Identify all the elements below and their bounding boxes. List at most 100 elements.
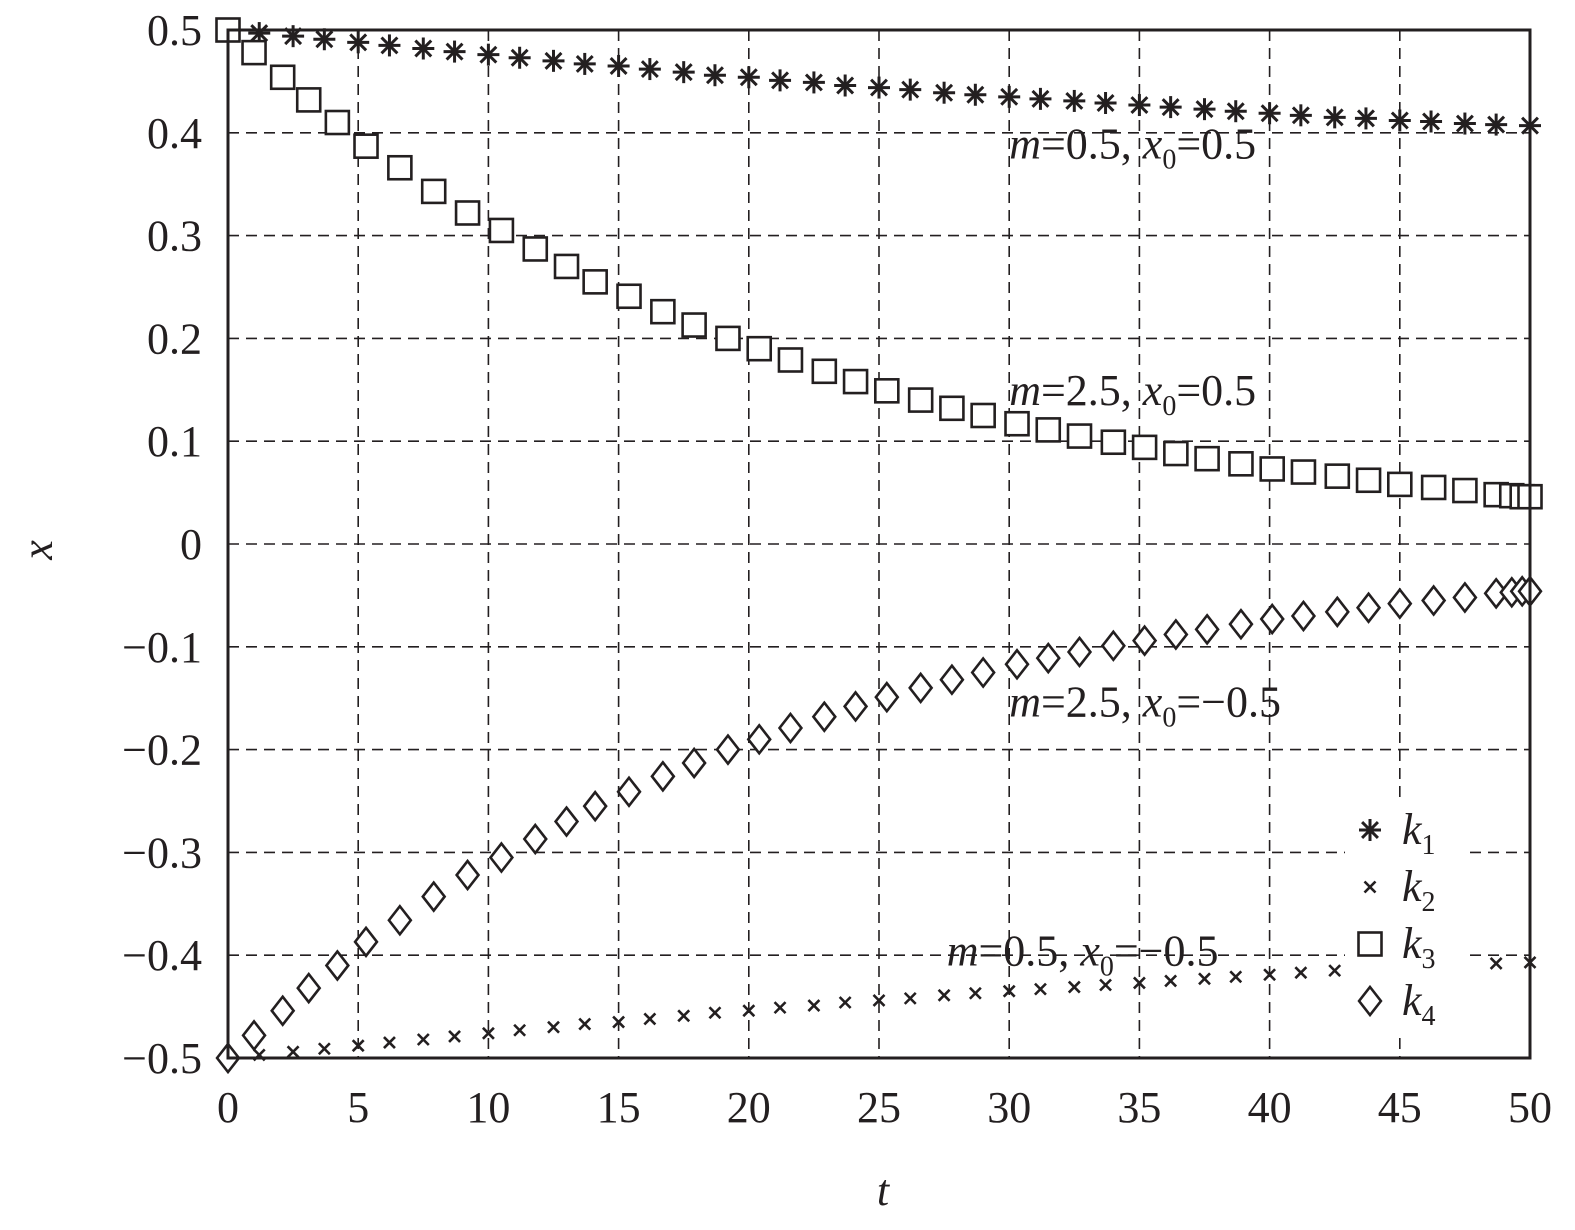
data-point-k4	[1066, 635, 1093, 669]
data-point-k3	[907, 387, 934, 413]
data-point-k3	[681, 312, 707, 338]
data-point-k1	[1063, 89, 1086, 112]
grid	[228, 30, 1530, 1058]
data-point-k4	[1035, 641, 1061, 675]
data-point-k2	[351, 1039, 365, 1053]
y-axis-label: x	[13, 540, 62, 561]
data-point-k1	[1354, 107, 1377, 130]
data-point-k3	[1452, 477, 1478, 504]
data-point-k3	[1324, 463, 1351, 489]
data-point-k2	[612, 1015, 626, 1029]
data-point-k3	[295, 87, 322, 113]
data-point-k2	[872, 994, 886, 1007]
data-point-k3	[1066, 423, 1093, 449]
y-tick-label: 0.2	[147, 314, 202, 363]
data-point-k2	[513, 1023, 527, 1037]
data-point-k4	[387, 904, 413, 937]
data-point-k3	[1355, 467, 1382, 494]
data-point-k4	[1228, 608, 1254, 641]
data-point-k3	[387, 154, 413, 181]
data-point-k3	[715, 325, 741, 352]
data-point-k1	[347, 31, 370, 54]
data-point-k4	[1324, 595, 1350, 628]
data-point-k1	[1094, 91, 1117, 114]
data-point-k3	[842, 368, 869, 395]
data-point-k2	[708, 1006, 722, 1020]
data-point-k2	[416, 1033, 430, 1046]
data-point-k4	[1387, 587, 1413, 620]
data-point-k1	[1029, 87, 1052, 110]
data-point-k4	[1100, 629, 1126, 662]
data-point-k2	[968, 986, 982, 1000]
data-point-k4	[681, 746, 707, 780]
annotation-2: m=2.5, x0=−0.5	[1009, 678, 1281, 734]
data-point-k3	[1194, 445, 1220, 472]
data-point-k4	[522, 822, 548, 856]
data-point-k3	[746, 335, 773, 362]
data-point-k4	[296, 971, 322, 1005]
data-point-k4	[874, 681, 900, 714]
series-k2	[221, 955, 1537, 1065]
data-point-k3	[874, 378, 900, 404]
data-point-k1	[1485, 113, 1508, 136]
y-tick-label: 0.1	[147, 417, 202, 466]
data-point-k1	[282, 25, 305, 48]
data-point-k4	[1194, 613, 1220, 646]
x-tick-label: 10	[466, 1083, 510, 1132]
data-point-k3	[454, 200, 481, 226]
data-point-k4	[353, 925, 379, 958]
x-axis-label: t	[877, 1166, 891, 1215]
data-point-k2	[742, 1004, 756, 1018]
legend-label-k3: k3	[1402, 919, 1436, 975]
data-point-k3	[811, 358, 838, 385]
data-point-k1	[607, 54, 630, 77]
data-point-k2	[1132, 976, 1146, 990]
data-point-k1	[1388, 109, 1411, 132]
data-point-k3	[1228, 451, 1254, 477]
data-point-k2	[1099, 978, 1112, 992]
data-point-k1	[964, 83, 987, 106]
y-tick-label: 0.5	[147, 6, 202, 55]
legend-label-k2: k2	[1402, 862, 1436, 918]
data-point-k3	[650, 298, 676, 325]
data-point-k2	[578, 1017, 592, 1031]
data-point-k1	[1128, 94, 1151, 117]
data-point-k1	[1323, 106, 1346, 129]
annotation-1: m=2.5, x0=0.5	[1009, 366, 1256, 422]
y-tick-label: −0.4	[122, 931, 202, 980]
data-point-k4	[715, 733, 741, 766]
annotation-3: m=0.5, x0=−0.5	[947, 926, 1219, 982]
x-tick-label: 30	[987, 1083, 1031, 1132]
data-point-k2	[838, 996, 852, 1009]
x-tick-label: 20	[727, 1083, 771, 1132]
data-point-k2	[1198, 972, 1211, 986]
data-series	[215, 17, 1543, 1075]
y-tick-labels: 0.5 0.4 0.3 0.2 0.1 0 −0.1 −0.2 −0.3 −0.4 −0.5	[122, 6, 202, 1083]
legend-marker-k1	[1359, 819, 1381, 841]
x-tick-label: 45	[1378, 1083, 1422, 1132]
series-k1	[217, 19, 1541, 137]
y-tick-label: −0.3	[122, 828, 202, 877]
data-point-k4	[1290, 599, 1317, 633]
data-point-k2	[286, 1045, 300, 1059]
data-point-k2	[1002, 984, 1016, 998]
x-tick-label: 15	[597, 1083, 641, 1132]
data-point-k1	[834, 74, 857, 97]
data-point-k3	[1387, 471, 1413, 498]
data-point-k1	[313, 28, 336, 51]
data-point-k4	[970, 656, 996, 689]
data-point-k4	[270, 994, 296, 1027]
data-point-k3	[1163, 440, 1189, 467]
data-point-k3	[939, 395, 965, 422]
data-point-k1	[638, 58, 661, 81]
data-point-k3	[553, 253, 580, 280]
data-point-k2	[383, 1036, 396, 1049]
x-tick-labels: 0 5 10 15 20 25 30 35 40 45 50	[217, 1083, 1552, 1132]
data-point-k1	[542, 49, 565, 72]
data-point-k4	[324, 949, 350, 982]
data-point-k1	[1193, 98, 1216, 121]
data-point-k2	[677, 1009, 691, 1023]
data-point-k2	[1164, 974, 1178, 988]
data-point-k1	[477, 43, 500, 66]
data-point-k4	[1421, 584, 1447, 617]
